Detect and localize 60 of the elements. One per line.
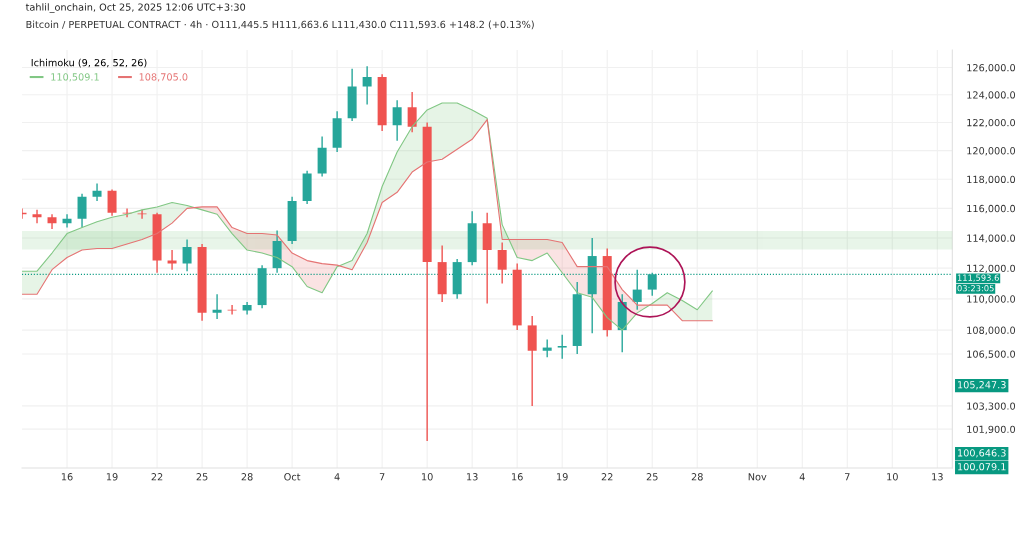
- x-tick-label: 16: [61, 473, 73, 481]
- y-tick-label: 126,000.0: [967, 64, 1016, 73]
- x-tick-label: 25: [646, 473, 658, 481]
- text: 100,646.3: [958, 449, 1006, 458]
- candlestick: [227, 304, 237, 316]
- x-tick-label: 25: [196, 473, 208, 481]
- candlestick: [542, 338, 552, 358]
- x-tick-label: 28: [691, 473, 703, 481]
- y-tick-label: 108,000.0: [967, 326, 1016, 335]
- legend-label: 110,509.1: [51, 73, 99, 82]
- text: 100,079.1: [958, 463, 1006, 472]
- candlestick: [407, 91, 417, 133]
- y-tick-label: 120,000.0: [967, 147, 1016, 156]
- candlestick: [557, 334, 567, 360]
- candlestick: [77, 193, 87, 229]
- candlestick: [167, 249, 177, 271]
- y-tick-label: 124,000.0: [967, 91, 1016, 100]
- candlestick: [32, 209, 42, 224]
- chart-title: Bitcoin / PERPETUAL CONTRACT · 4h · O111,445.5 H111,663.6 L111,430.0 C111,593.6 +148.2 (+0.13%): [26, 20, 534, 30]
- y-tick-label: 122,000.0: [967, 118, 1016, 128]
- candlestick: [632, 268, 642, 311]
- candlestick: [392, 99, 402, 142]
- legend-title: Ichimoku (9, 26, 52, 26): [31, 58, 147, 68]
- text: 105,247.3: [958, 381, 1006, 390]
- x-tick-label: 10: [887, 473, 898, 481]
- x-tick-label: 4: [334, 473, 340, 481]
- candlestick: [107, 188, 117, 217]
- text: 03:23:05: [957, 285, 994, 292]
- candlestick: [182, 238, 192, 272]
- x-tick-label: 22: [601, 473, 613, 481]
- y-tick-label: 106,500.0: [967, 350, 1016, 359]
- y-tick-label: 112,000.0: [967, 264, 1016, 273]
- y-tick-label: 118,000.0: [967, 175, 1016, 185]
- y-tick-label: 103,300.0: [967, 402, 1016, 411]
- y-tick-label: 110,000.0: [967, 295, 1016, 304]
- x-tick-label: 22: [151, 473, 163, 481]
- y-tick-label: 114,000.0: [967, 234, 1016, 243]
- x-tick-label: 10: [422, 473, 433, 481]
- x-tick-label: Nov: [748, 473, 767, 481]
- x-tick-label: 13: [932, 473, 943, 481]
- candlestick: [362, 65, 372, 106]
- legend-label: 108,705.0: [139, 73, 188, 82]
- y-tick-label: 116,000.0: [967, 204, 1016, 214]
- x-tick-label: 19: [106, 473, 118, 481]
- candlestick: [647, 272, 657, 297]
- candlestick: [497, 241, 507, 285]
- chart-subtitle: tahlil_onchain, Oct 25, 2025 12:06 UTC+3:30: [25, 3, 246, 13]
- y-tick-label: 101,900.0: [967, 425, 1016, 434]
- x-tick-label: 28: [241, 473, 253, 481]
- ref-line-label: 111,593.6: [957, 274, 999, 282]
- candlestick: [212, 293, 222, 320]
- x-tick-label: Oct: [284, 473, 301, 481]
- x-tick-label: 7: [379, 473, 385, 481]
- x-tick-label: 13: [467, 473, 478, 481]
- candlestick: [92, 182, 102, 202]
- x-tick-label: 4: [799, 473, 805, 481]
- x-tick-label: 19: [557, 473, 568, 481]
- candlestick: [62, 213, 72, 229]
- x-tick-label: 16: [512, 473, 523, 481]
- x-tick-label: 7: [844, 473, 850, 481]
